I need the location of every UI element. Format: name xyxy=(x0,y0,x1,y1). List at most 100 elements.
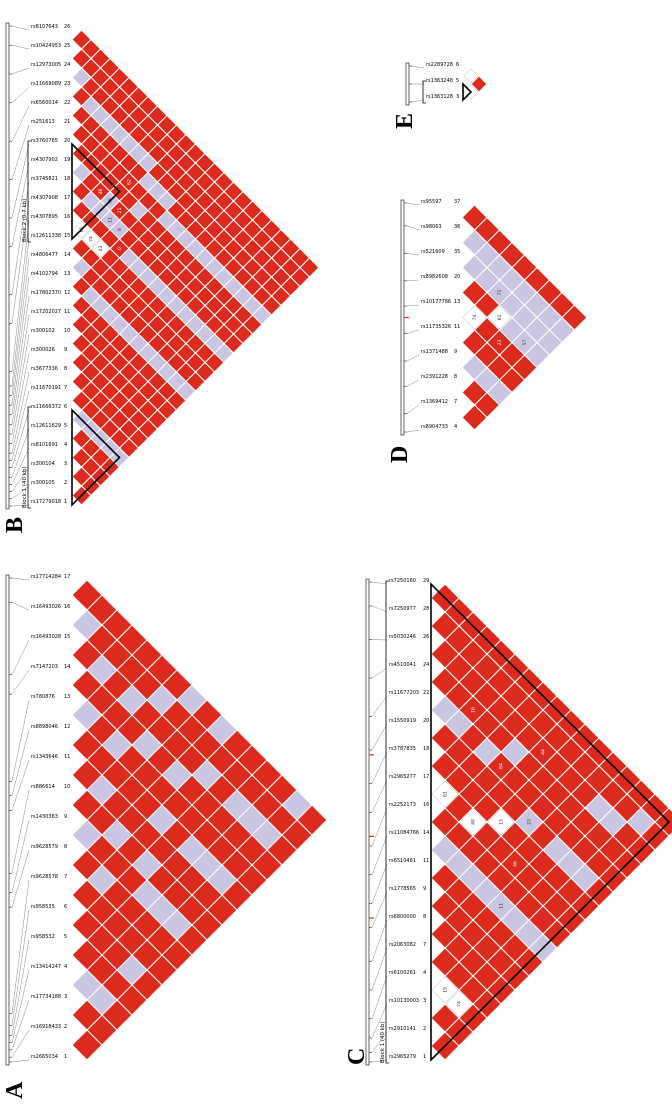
marker-number: 8 xyxy=(64,844,67,850)
ld-cell xyxy=(177,211,195,229)
ld-cell xyxy=(148,296,167,315)
ld-cell xyxy=(110,372,129,391)
ld-cell xyxy=(177,363,195,381)
ld-cell xyxy=(431,1004,459,1032)
ld-cell xyxy=(550,293,574,317)
block-outline xyxy=(462,82,473,102)
snp-label: rs9628578 xyxy=(31,874,58,880)
ld-cell xyxy=(529,738,557,766)
ld-cell xyxy=(72,68,91,87)
ld-cell xyxy=(162,760,192,790)
ld-cell xyxy=(167,296,186,315)
ld-cell xyxy=(91,258,110,277)
ld-cell xyxy=(72,1000,102,1030)
ld-cell xyxy=(234,230,252,248)
ld-cell xyxy=(281,239,300,258)
ld-cell xyxy=(487,380,512,405)
ld-cell xyxy=(475,393,499,417)
ld-cell xyxy=(571,864,599,892)
block-outline xyxy=(71,142,121,241)
ld-cell xyxy=(72,730,102,760)
ld-cell xyxy=(101,154,119,172)
ld-cell xyxy=(72,610,102,640)
marker-number: 20 xyxy=(423,718,429,724)
ld-cell xyxy=(500,293,524,317)
ld-cell xyxy=(129,277,148,296)
ld-cell xyxy=(253,211,271,229)
marker-number: 9 xyxy=(454,349,457,355)
ld-cell xyxy=(196,154,214,172)
ld-cell xyxy=(139,135,157,153)
ld-cell xyxy=(129,258,148,277)
ld-cell xyxy=(101,59,119,77)
ld-cell xyxy=(475,318,499,342)
snp-label: rs8101691 xyxy=(31,442,58,448)
ld-cell xyxy=(462,230,487,255)
ld-cell xyxy=(215,173,233,191)
ld-cell xyxy=(72,30,91,49)
ld-cell xyxy=(445,766,473,794)
snp-label: rs95597 xyxy=(421,199,442,205)
ld-cell xyxy=(599,836,627,864)
marker-number: 17 xyxy=(64,195,70,201)
ld-cell xyxy=(253,249,271,267)
ld-cell xyxy=(297,805,327,835)
ld-cell xyxy=(110,315,129,334)
ld-cell xyxy=(91,334,110,353)
ld-cell xyxy=(557,738,585,766)
ld-cell xyxy=(87,745,117,775)
marker-number: 24 xyxy=(64,62,70,68)
snp-label: rs7250977 xyxy=(389,606,416,612)
dprime-value: 11 xyxy=(108,217,114,223)
dprime-value: 16 xyxy=(471,707,477,713)
ld-cell xyxy=(82,40,100,58)
dprime-value: 74 xyxy=(472,315,478,321)
ld-cell xyxy=(147,835,177,865)
ld-cell xyxy=(120,78,138,96)
ld-cell xyxy=(129,87,148,106)
ld-cell xyxy=(147,805,177,835)
ld-cell xyxy=(120,230,138,248)
marker-number: 10 xyxy=(64,784,70,790)
ld-cell xyxy=(110,353,129,372)
ld-cell xyxy=(120,363,138,381)
marker-number: 7 xyxy=(454,399,457,405)
ld-cell xyxy=(82,173,100,191)
marker-number: 26 xyxy=(423,634,429,640)
ld-cell xyxy=(120,192,138,210)
ld-cell xyxy=(459,724,487,752)
ld-cell xyxy=(462,405,487,430)
ld-cell xyxy=(267,775,297,805)
ld-cell xyxy=(72,970,102,1000)
ld-cell xyxy=(91,410,110,429)
ld-cell xyxy=(529,794,557,822)
ld-cell xyxy=(129,334,148,353)
ld-cell xyxy=(177,685,207,715)
ld-cell xyxy=(487,696,515,724)
ld-cell xyxy=(102,790,132,820)
ld-cell xyxy=(272,287,290,305)
block-outline xyxy=(430,582,671,1062)
dprime-value: 46 xyxy=(513,861,519,867)
ld-cell xyxy=(196,268,214,286)
marker-number: 15 xyxy=(64,233,70,239)
ld-cell xyxy=(571,780,599,808)
ld-cell xyxy=(129,429,148,448)
ld-cell xyxy=(91,277,110,296)
ld-cell xyxy=(72,700,102,730)
snp-label: rs6800000 xyxy=(389,914,416,920)
ld-cell xyxy=(487,892,515,920)
dprime-value: 62 xyxy=(497,315,503,321)
marker-number: 2 xyxy=(423,1026,426,1032)
ld-cell xyxy=(162,670,192,700)
marker-number: 20 xyxy=(454,274,460,280)
ld-cell xyxy=(132,940,162,970)
ld-cell xyxy=(177,287,195,305)
ld-cell xyxy=(148,258,167,277)
marker-number: 8 xyxy=(423,914,426,920)
ld-cell xyxy=(192,730,222,760)
ld-cell xyxy=(471,76,487,92)
ld-cell xyxy=(487,724,515,752)
ld-cell xyxy=(91,220,110,239)
